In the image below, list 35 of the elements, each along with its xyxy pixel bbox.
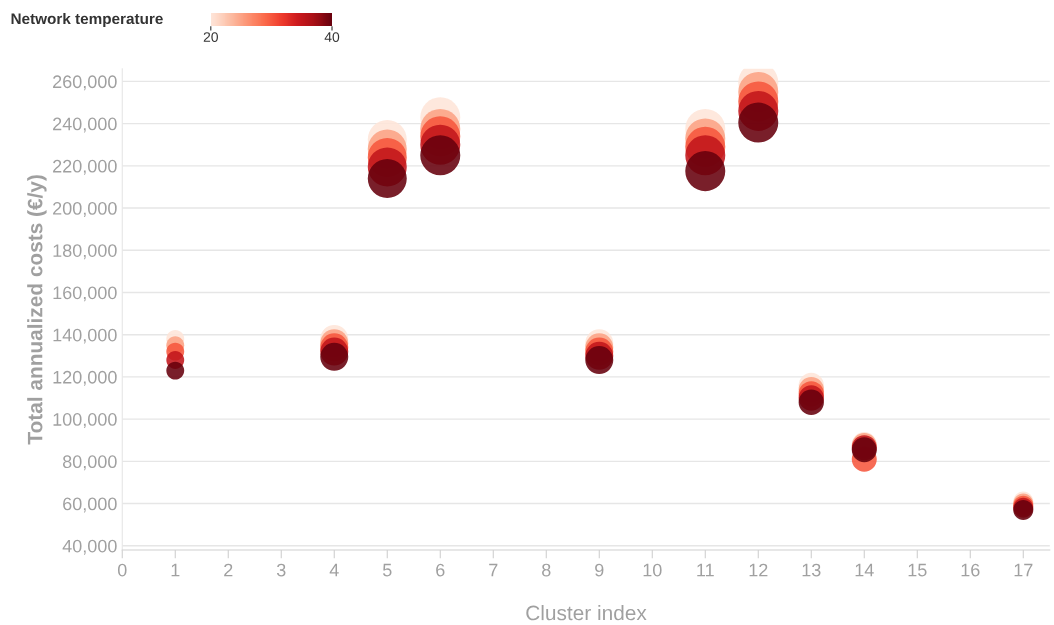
y-tick-label: 220,000 xyxy=(53,159,117,175)
x-tick-label: 13 xyxy=(802,563,821,577)
color-bar-title: Network temperature xyxy=(11,12,163,28)
y-tick-label: 180,000 xyxy=(53,244,117,260)
x-tick-label: 3 xyxy=(276,563,286,577)
x-tick-label: 15 xyxy=(908,563,927,577)
y-tick-label: 240,000 xyxy=(53,117,117,133)
x-tick-label: 1 xyxy=(171,563,180,577)
x-tick-label: 14 xyxy=(855,563,874,577)
color-bar-label: 20 xyxy=(203,32,218,43)
y-tick-label: 200,000 xyxy=(53,201,117,217)
y-tick-label: 140,000 xyxy=(53,328,117,344)
x-tick-label: 12 xyxy=(749,563,768,577)
y-tick-label: 100,000 xyxy=(53,413,117,428)
y-tick-label: 160,000 xyxy=(53,286,117,302)
y-tick-label: 260,000 xyxy=(53,75,117,91)
x-tick-label: 4 xyxy=(329,563,339,577)
y-tick-label: 120,000 xyxy=(53,370,117,386)
x-tick-label: 0 xyxy=(117,563,127,577)
x-tick-label: 6 xyxy=(436,563,445,577)
x-tick-label: 2 xyxy=(224,563,233,577)
y-tick-label: 40,000 xyxy=(62,539,117,555)
x-tick-label: 8 xyxy=(542,563,551,577)
x-tick-label: 16 xyxy=(961,563,980,577)
color-bar-label: 40 xyxy=(324,32,340,43)
x-tick-label: 9 xyxy=(595,563,604,577)
x-tick-label: 10 xyxy=(643,563,662,577)
y-tick-label: 60,000 xyxy=(63,497,117,513)
x-tick-label: 17 xyxy=(1014,563,1033,577)
x-tick-label: 11 xyxy=(697,563,714,577)
x-tick-label: 7 xyxy=(489,563,498,577)
x-tick-label: 5 xyxy=(382,563,392,577)
y-tick-label: 80,000 xyxy=(62,455,117,471)
x-axis-title: Cluster index xyxy=(526,605,647,621)
y-axis-title: Total annualized costs (€/y) xyxy=(27,175,47,445)
